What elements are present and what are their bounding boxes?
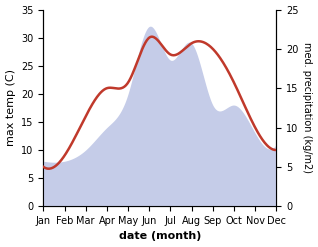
Y-axis label: med. precipitation (kg/m2): med. precipitation (kg/m2) (302, 42, 313, 173)
Y-axis label: max temp (C): max temp (C) (5, 69, 16, 146)
X-axis label: date (month): date (month) (119, 231, 201, 242)
